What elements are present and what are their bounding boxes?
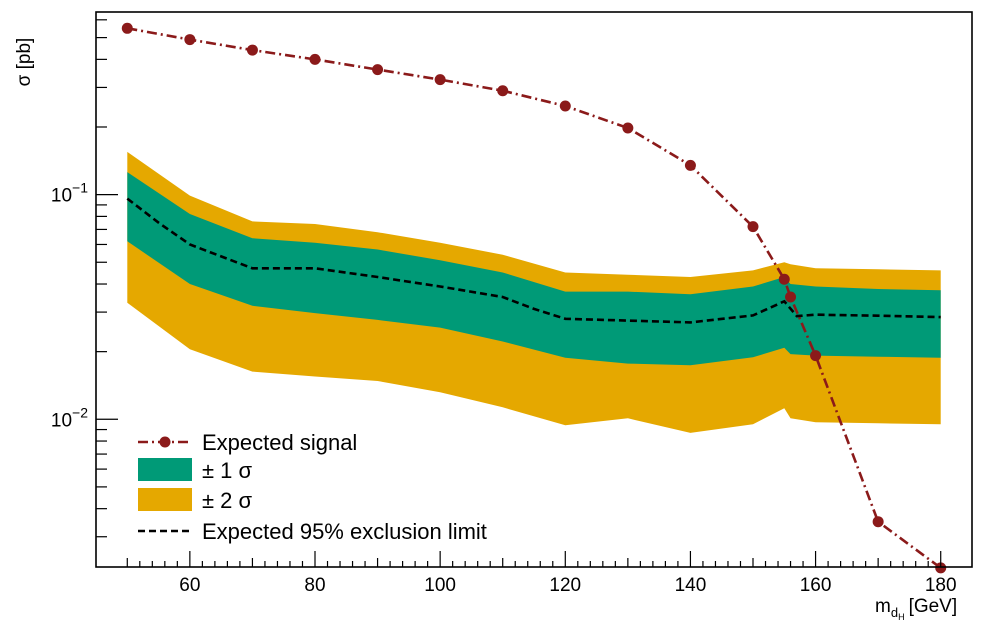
legend: Expected signal ± 1 σ ± 2 σ Expected 95%…	[138, 430, 487, 544]
legend-label-2sigma: ± 2 σ	[202, 488, 253, 513]
legend-label-limit: Expected 95% exclusion limit	[202, 519, 487, 544]
signal-series	[121, 22, 947, 574]
signal-point	[372, 64, 384, 76]
y-tick-label: 10−1	[51, 180, 88, 207]
signal-point	[684, 159, 696, 171]
legend-swatch-1sigma	[138, 458, 192, 481]
x-axis-ticks: 60 80 100 120 140 160 180	[126, 551, 957, 596]
signal-line	[127, 27, 942, 569]
band-1sigma	[127, 172, 941, 366]
signal-point	[785, 291, 797, 303]
signal-point	[184, 34, 196, 46]
limit-series	[126, 197, 941, 324]
signal-point	[872, 516, 884, 528]
x-tick-label: 160	[800, 575, 832, 596]
x-axis-title-sub: d	[891, 605, 898, 620]
x-axis-title-subsub: H	[898, 612, 905, 622]
x-axis-title-unit: [GeV]	[909, 596, 958, 617]
signal-point	[559, 100, 571, 112]
signal-point	[246, 44, 258, 56]
limit-line	[126, 197, 941, 324]
x-tick-label: 80	[304, 575, 325, 596]
signal-point	[497, 85, 509, 97]
x-tick-label: 120	[549, 575, 581, 596]
legend-label-1sigma: ± 1 σ	[202, 458, 253, 483]
signal-point	[434, 74, 446, 86]
uncertainty-bands	[127, 151, 941, 433]
plot-frame	[95, 11, 973, 568]
signal-point	[121, 22, 133, 34]
signal-point	[810, 350, 822, 362]
x-tick-label: 60	[179, 575, 200, 596]
y-axis-title: σ [pb]	[14, 38, 35, 87]
x-axis-title-main: m	[875, 596, 891, 617]
signal-point	[747, 221, 759, 233]
x-tick-label: 140	[675, 575, 707, 596]
signal-point	[935, 562, 947, 574]
legend-swatch-2sigma	[138, 488, 192, 511]
signal-point	[622, 122, 634, 134]
x-axis-title: mdH [GeV]	[875, 596, 957, 622]
x-tick-label: 180	[925, 575, 957, 596]
x-tick-label: 100	[424, 575, 456, 596]
signal-point	[309, 53, 321, 65]
y-axis-ticks: 10−1 10−2	[51, 19, 118, 538]
legend-label-signal: Expected signal	[202, 430, 357, 455]
signal-point	[778, 273, 790, 285]
legend-signal-marker	[159, 436, 171, 448]
y-tick-label: 10−2	[51, 404, 88, 431]
